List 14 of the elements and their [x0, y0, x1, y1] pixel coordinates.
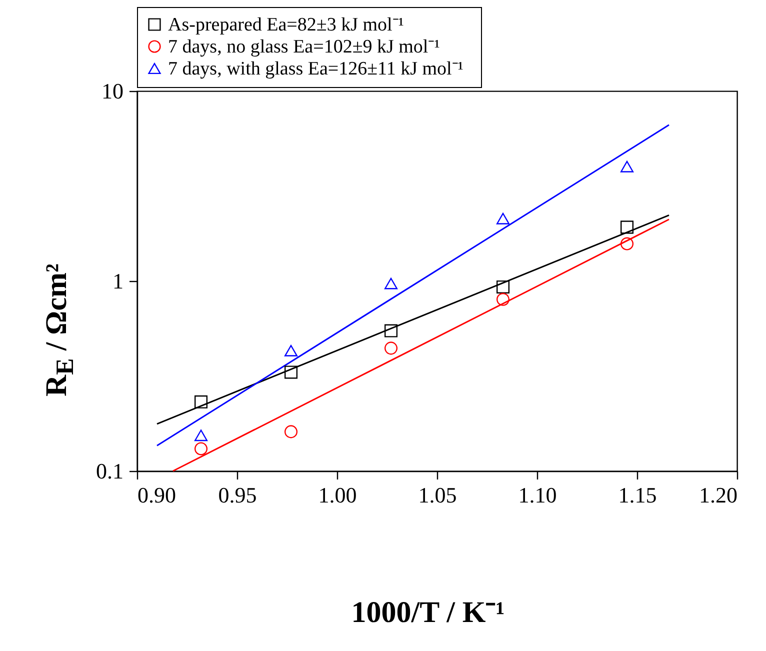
x-tick-label: 1.20 [699, 482, 738, 508]
x-tick-label: 1.00 [318, 482, 357, 508]
legend-label: 7 days, with glass Ea=126±11 kJ mol⁻¹ [168, 58, 464, 80]
x-tick-label: 1.10 [518, 482, 557, 508]
x-tick-label: 1.05 [418, 482, 457, 508]
legend-label: 7 days, no glass Ea=102±9 kJ mol⁻¹ [168, 36, 440, 58]
legend-label: As-prepared Ea=82±3 kJ mol⁻¹ [168, 14, 404, 36]
y-tick-label: 1 [112, 268, 124, 294]
x-axis-title: 1000/T / K⁻¹ [351, 595, 505, 631]
y-tick-label: 0.1 [96, 458, 124, 484]
x-tick-label: 0.95 [218, 482, 257, 508]
x-tick-label: 0.90 [138, 482, 176, 508]
x-tick-label: 1.15 [618, 482, 657, 508]
y-tick-label: 10 [102, 78, 124, 104]
